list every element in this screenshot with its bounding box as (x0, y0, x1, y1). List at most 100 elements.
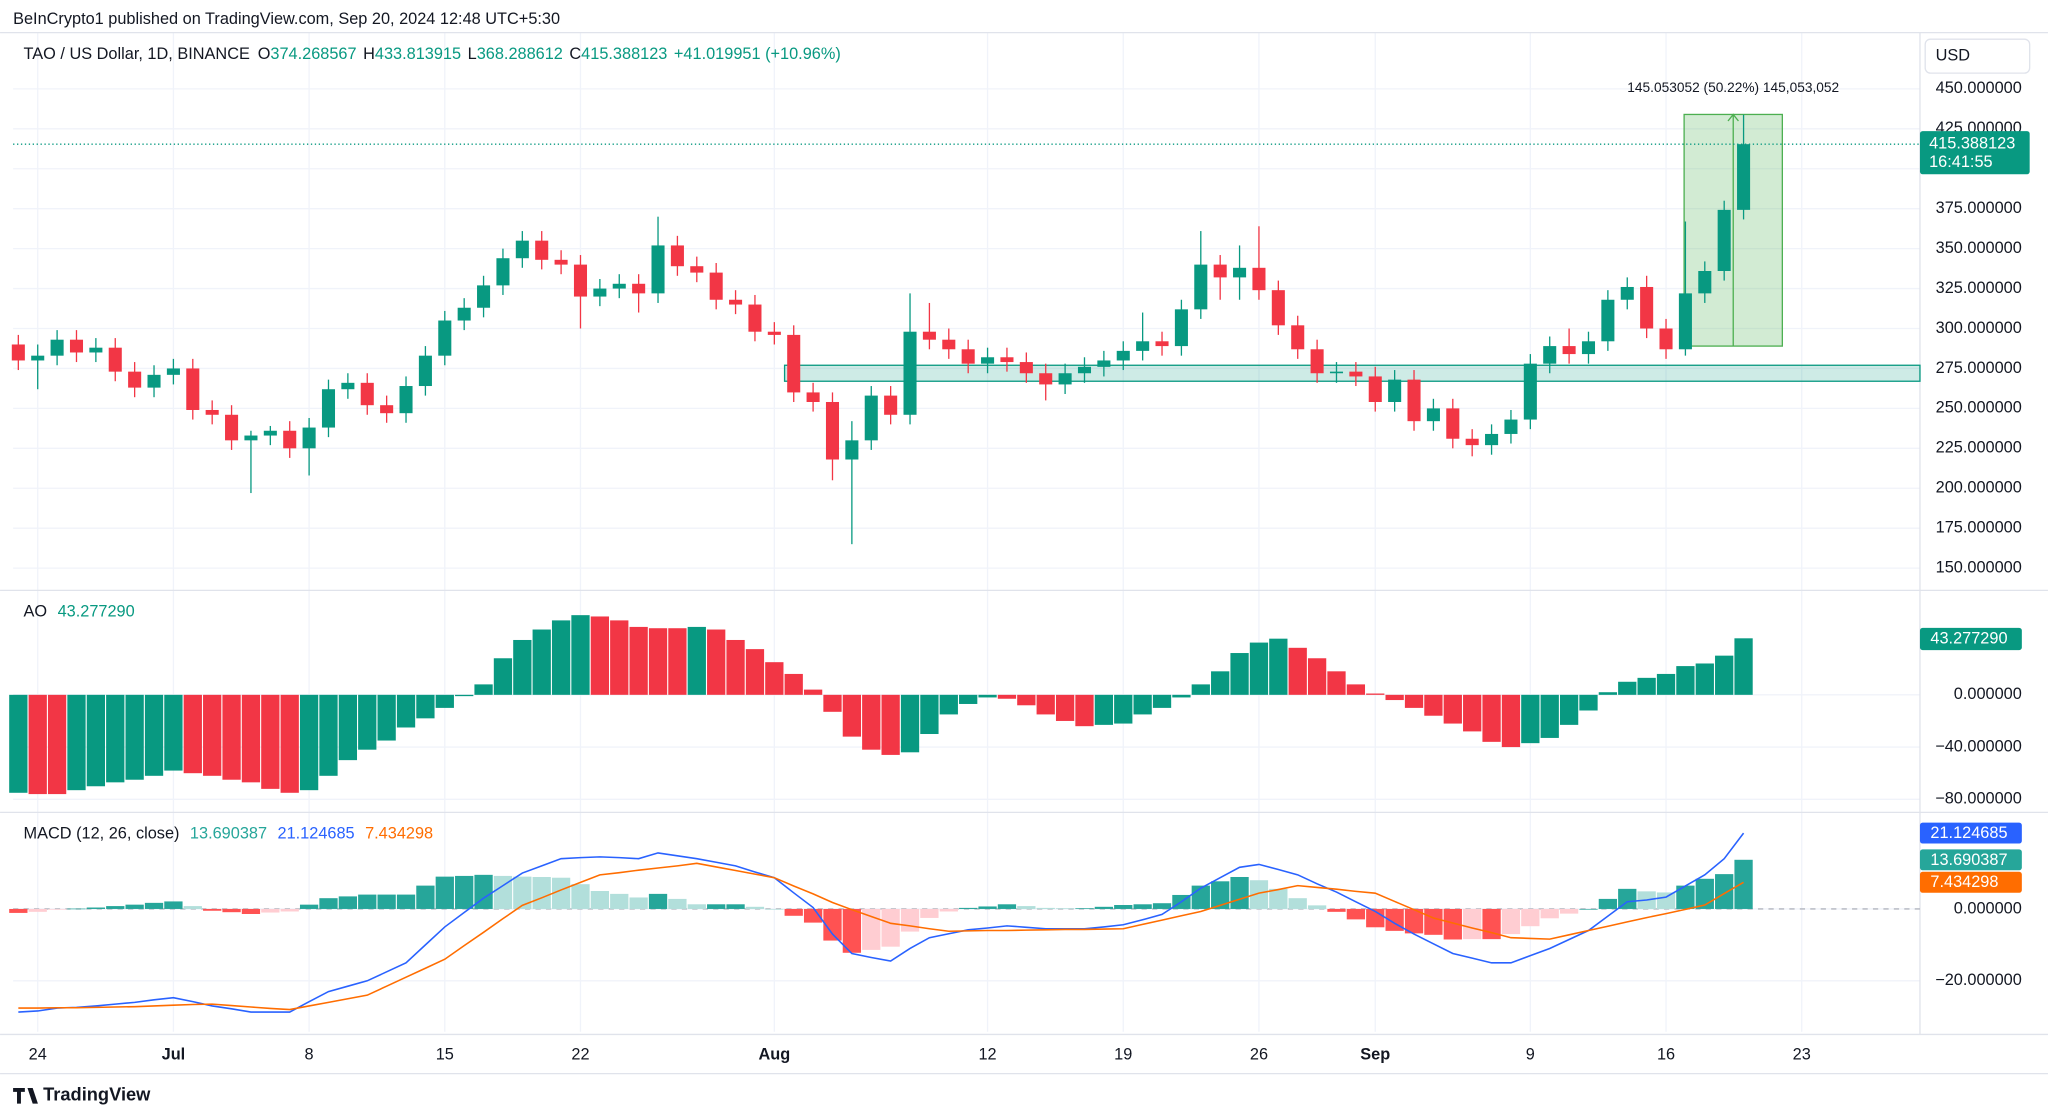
macd-hist-bar (571, 884, 590, 909)
currency-box[interactable] (1924, 38, 2031, 74)
candle-body (535, 240, 549, 260)
candle-body (845, 440, 859, 460)
macd-hist-bar (493, 875, 513, 909)
candle-body (11, 344, 25, 361)
candle-body (515, 240, 529, 259)
macd-hist-bar (203, 908, 222, 911)
candle-body (961, 349, 975, 364)
macd-hist-bar (1443, 908, 1462, 940)
ao-bar (784, 673, 803, 695)
candle-body (884, 395, 898, 415)
last-price: 415.388123 (1929, 134, 2015, 152)
ao-bar (67, 694, 86, 791)
ao-bar (1094, 694, 1114, 725)
candle-body (729, 299, 743, 305)
candle-body (670, 245, 684, 267)
candle-body (205, 409, 219, 415)
ao-bar (648, 628, 668, 695)
y-tick-label: 250.000000 (1936, 399, 2022, 417)
macd-hist-bar (435, 876, 454, 909)
macd-hist-bar (1288, 898, 1307, 909)
currency[interactable]: USD (1936, 46, 1970, 64)
candle-body (748, 304, 762, 332)
candle-body (1465, 438, 1479, 446)
macd-hist-bar (183, 906, 202, 909)
x-tick-label: 9 (1526, 1046, 1535, 1064)
ao-bar (1172, 694, 1191, 698)
macd-hist-bar (1656, 892, 1676, 909)
ao-bar (1230, 653, 1249, 695)
candle-body (1426, 408, 1440, 422)
ao-bar (513, 639, 532, 695)
y-tick-label: −40.000000 (1935, 737, 2022, 755)
macd-badge-value: 13.690387 (1930, 851, 2007, 869)
candle-body (1504, 419, 1518, 434)
candle-body (981, 357, 995, 364)
ao-bar (1133, 694, 1152, 715)
candle-body (1388, 379, 1402, 402)
candle-body (31, 355, 45, 361)
candle-body (477, 285, 491, 308)
legend-value: 433.813915 (375, 45, 461, 63)
candle-body (942, 339, 956, 350)
candle-body (399, 386, 413, 414)
ao-bar (1055, 694, 1075, 721)
candle-body (321, 389, 336, 428)
ao-bar (164, 694, 183, 771)
ao-bar (1618, 681, 1637, 695)
candle-body (147, 374, 161, 388)
y-tick-label: 200.000000 (1936, 479, 2022, 497)
publish-header: BeInCrypto1 published on TradingView.com… (13, 10, 560, 28)
candle-body (903, 331, 917, 415)
ao-bar (183, 694, 202, 774)
legend-value: 374.268567 (270, 45, 356, 63)
candle-body (380, 405, 394, 414)
macd-hist-bar (1307, 905, 1327, 909)
macd-badge (1919, 871, 2022, 893)
ao-bar (687, 626, 706, 695)
legend-value: 13.690387 (190, 825, 267, 843)
ao-bar (416, 694, 435, 719)
candle-body (709, 272, 723, 300)
ao-bar (9, 694, 28, 793)
ao-bar (1191, 684, 1210, 695)
candle-body (922, 331, 936, 340)
macd-hist-bar (551, 877, 571, 909)
macd-hist-bar (1133, 904, 1152, 909)
macd-hist-bar (803, 908, 823, 923)
candle-body (1368, 376, 1382, 402)
candle-body (457, 307, 471, 321)
ao-bar (377, 694, 396, 741)
ao-bar (1598, 692, 1618, 695)
macd-line (18, 832, 1745, 1013)
candle-body (1097, 360, 1111, 367)
macd-hist-bar (1598, 898, 1618, 909)
macd-hist-bar (997, 904, 1017, 909)
macd-hist-bar (1230, 876, 1249, 909)
candle-body (1116, 350, 1130, 361)
macd-hist-bar (1559, 908, 1579, 914)
countdown: 16:41:55 (1929, 153, 1993, 171)
candle-body (825, 401, 840, 460)
ao-bar (222, 694, 241, 780)
ao-bar (299, 694, 319, 791)
ao-bar (1288, 647, 1307, 695)
ao-bar (1579, 694, 1598, 711)
brand: TradingView (43, 1084, 151, 1105)
macd-hist-bar (1055, 908, 1075, 909)
candle-body (1058, 373, 1072, 385)
macd-hist-bar (319, 898, 338, 909)
candle-body (302, 427, 316, 449)
ao-bar (803, 689, 823, 695)
candle-body (1407, 379, 1421, 422)
ao-bar (610, 620, 629, 695)
legend-value: 368.288612 (477, 45, 563, 63)
ao-bar (532, 629, 551, 695)
macd-hist-bar (590, 891, 610, 909)
macd-hist-bar (358, 894, 377, 909)
ao-bar (396, 694, 416, 728)
legend: AO 43.277290 (24, 603, 135, 621)
macd-hist-bar (474, 874, 493, 909)
ao-bar (745, 649, 765, 695)
